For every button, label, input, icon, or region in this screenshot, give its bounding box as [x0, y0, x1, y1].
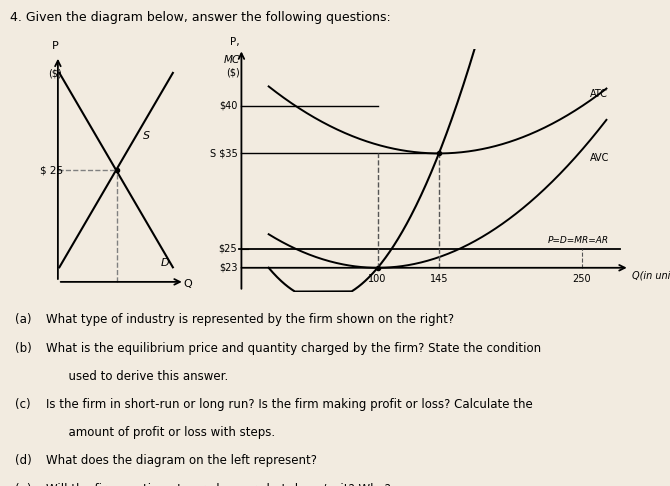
Text: What is the equilibrium price and quantity charged by the firm? State the condit: What is the equilibrium price and quanti…: [46, 342, 541, 355]
Text: Is the firm in short-run or long run? Is the firm making profit or loss? Calcula: Is the firm in short-run or long run? Is…: [46, 398, 532, 411]
Text: (a): (a): [15, 313, 31, 327]
Text: MC: MC: [224, 55, 240, 65]
Text: ATC: ATC: [590, 88, 608, 99]
Text: P,: P,: [230, 37, 240, 47]
Text: Q: Q: [183, 279, 192, 289]
Text: 100: 100: [369, 275, 387, 284]
Text: P=D=MR=AR: P=D=MR=AR: [548, 236, 609, 245]
Text: ($): ($): [48, 68, 62, 78]
Text: Q(in units): Q(in units): [632, 271, 670, 280]
Text: 145: 145: [429, 275, 448, 284]
Text: $25: $25: [218, 243, 237, 254]
Text: ($): ($): [226, 68, 240, 78]
Text: (e): (e): [15, 483, 31, 486]
Text: $ 25: $ 25: [40, 165, 64, 175]
Text: used to derive this answer.: used to derive this answer.: [46, 370, 228, 383]
Text: amount of profit or loss with steps.: amount of profit or loss with steps.: [46, 426, 275, 439]
Text: (c): (c): [15, 398, 30, 411]
Text: P: P: [52, 41, 58, 51]
Text: What does the diagram on the left represent?: What does the diagram on the left repres…: [46, 454, 316, 468]
Text: 250: 250: [573, 275, 591, 284]
Text: What type of industry is represented by the firm shown on the right?: What type of industry is represented by …: [46, 313, 454, 327]
Text: $40: $40: [219, 101, 237, 111]
Text: (d): (d): [15, 454, 31, 468]
Text: $23: $23: [219, 263, 237, 273]
Text: AVC: AVC: [590, 153, 610, 163]
Text: S $35: S $35: [210, 148, 237, 158]
Text: D: D: [161, 258, 170, 268]
Text: 4. Given the diagram below, answer the following questions:: 4. Given the diagram below, answer the f…: [10, 11, 391, 24]
Text: Will the firm continue to produce or shut-down/exit? Why?: Will the firm continue to produce or shu…: [46, 483, 391, 486]
Text: S: S: [143, 131, 151, 141]
Text: (b): (b): [15, 342, 31, 355]
